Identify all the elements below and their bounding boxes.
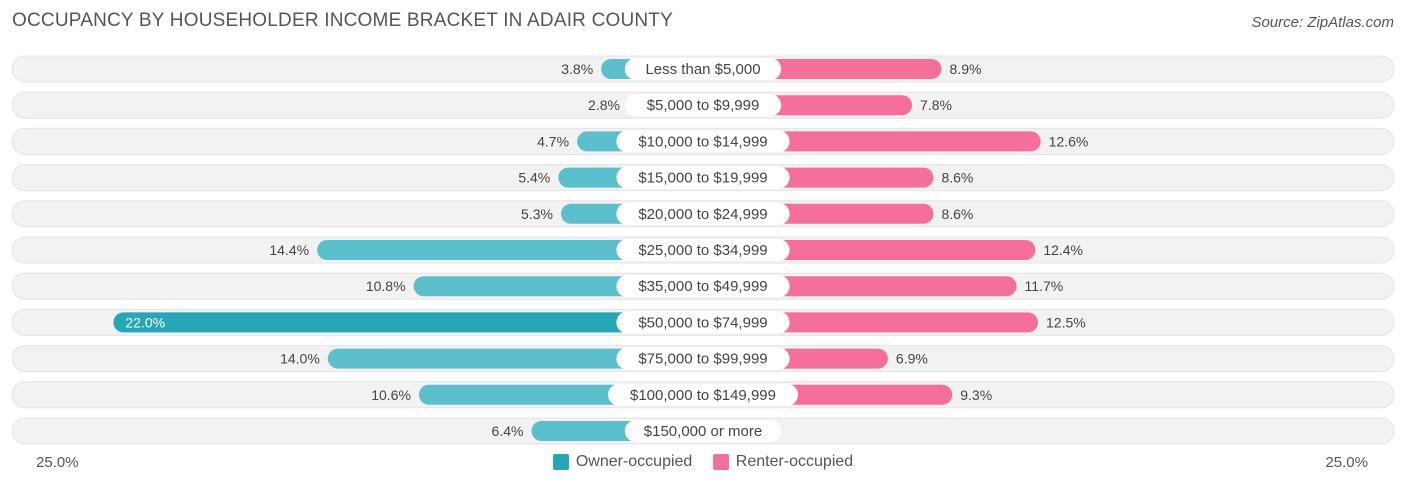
owner-value-label: 3.8%: [561, 61, 593, 77]
category-pill: [616, 347, 790, 370]
legend-renter-label: Renter-occupied: [735, 453, 854, 470]
legend: Owner-occupied Renter-occupied: [0, 453, 1406, 475]
category-label: Less than $5,000: [645, 61, 760, 78]
axis-left-label: 25.0%: [36, 454, 79, 471]
legend-owner-label: Owner-occupied: [575, 453, 693, 470]
legend-owner-swatch: [552, 454, 569, 470]
category-pill: [616, 275, 790, 298]
category-pill: [616, 166, 790, 189]
owner-value-label: 10.8%: [366, 278, 406, 294]
owner-value-label: 6.4%: [492, 423, 524, 439]
renter-value-label: 7.8%: [920, 97, 952, 113]
category-pill: [624, 94, 782, 117]
chart-title: OCCUPANCY BY HOUSEHOLDER INCOME BRACKET …: [12, 10, 673, 31]
legend-renter-swatch: [712, 454, 729, 470]
category-pill: [616, 130, 790, 153]
source-label: Source: ZipAtlas.com: [1251, 14, 1394, 31]
category-pill: [608, 383, 798, 406]
owner-value-label: 14.0%: [280, 351, 320, 367]
category-pill: [616, 202, 790, 225]
category-label: $100,000 to $149,999: [630, 387, 776, 404]
owner-value-label: 4.7%: [537, 133, 569, 149]
renter-value-label: 12.4%: [1043, 242, 1083, 258]
category-label: $25,000 to $34,999: [638, 242, 767, 259]
legend-owner: Owner-occupied: [552, 453, 693, 471]
renter-value-label: 11.7%: [1025, 278, 1064, 294]
category-label: $5,000 to $9,999: [647, 97, 760, 114]
owner-bar: [113, 312, 703, 333]
renter-value-label: 8.6%: [941, 206, 973, 222]
renter-value-label: 6.9%: [896, 351, 928, 367]
axis-right-label: 25.0%: [1325, 454, 1368, 471]
category-label: $150,000 or more: [644, 423, 762, 440]
legend-renter: Renter-occupied: [712, 453, 854, 471]
owner-bar: [317, 240, 703, 260]
category-pill: [624, 58, 782, 80]
category-label: $75,000 to $99,999: [638, 351, 767, 368]
renter-value-label: 12.6%: [1049, 133, 1089, 149]
category-pill: [616, 239, 790, 261]
owner-value-label: 10.6%: [371, 387, 411, 403]
renter-value-label: 8.9%: [950, 61, 982, 77]
owner-bar: [327, 348, 703, 369]
category-label: $15,000 to $19,999: [638, 170, 767, 187]
renter-value-label: 9.3%: [960, 387, 992, 403]
category-label: $20,000 to $24,999: [638, 206, 767, 223]
category-label: $10,000 to $14,999: [638, 133, 767, 150]
owner-value-label: 5.4%: [518, 170, 550, 186]
diverging-bar-chart: 3.8% 8.9% Less than $5,000 2.8% 7.8% $5,000 t…: [11, 55, 1395, 445]
renter-value-label: 12.5%: [1046, 314, 1086, 330]
owner-value-label: 22.0%: [125, 314, 165, 330]
owner-value-label: 5.3%: [521, 206, 553, 222]
renter-value-label: 8.6%: [941, 170, 973, 186]
category-label: $35,000 to $49,999: [638, 278, 767, 295]
category-pill: [616, 311, 790, 334]
owner-value-label: 14.4%: [269, 242, 309, 258]
category-pill: [624, 420, 782, 442]
owner-value-label: 2.8%: [588, 97, 620, 113]
category-label: $50,000 to $74,999: [638, 314, 767, 331]
